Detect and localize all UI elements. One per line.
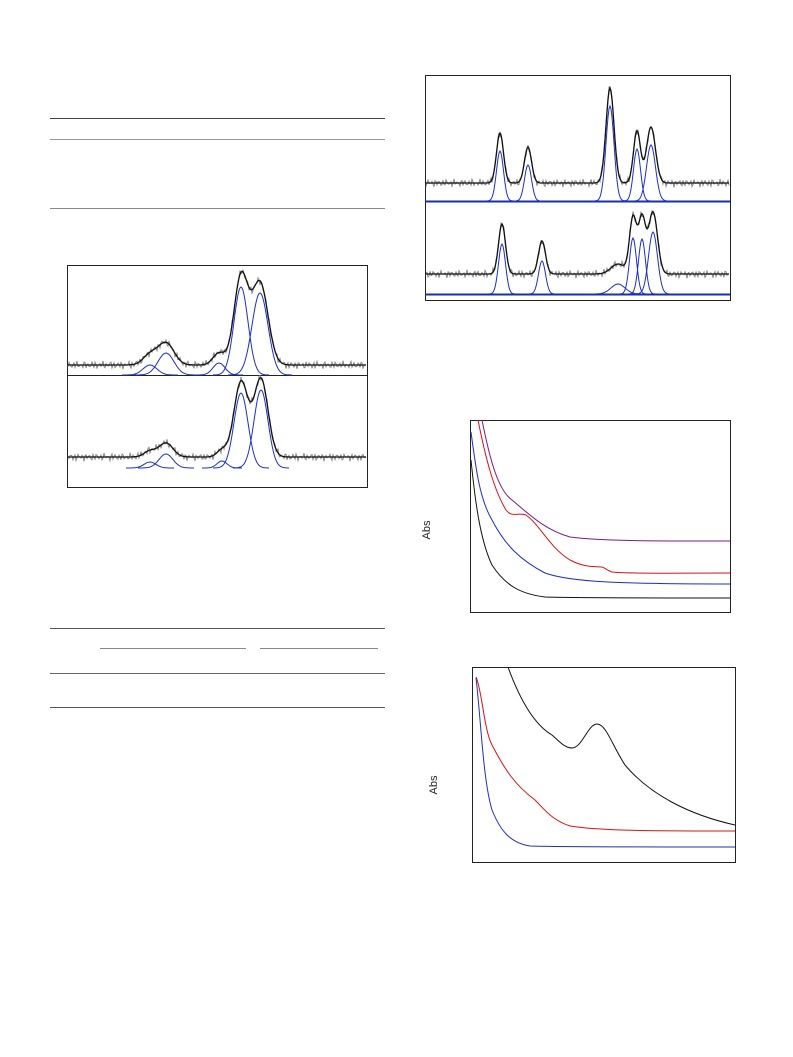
curve (470, 431, 731, 585)
table-rules (50, 118, 385, 209)
curve (122, 364, 178, 376)
curve (126, 461, 174, 469)
curve (528, 260, 556, 295)
curve (593, 104, 627, 202)
y-axis-label: Abs (421, 520, 433, 539)
curve (426, 210, 729, 275)
curve (138, 453, 194, 469)
curve (426, 86, 729, 184)
curve (202, 460, 242, 469)
spectrum-figure (67, 265, 368, 488)
curve (514, 164, 542, 202)
curve (134, 352, 198, 376)
curve (67, 269, 367, 370)
curve (507, 666, 736, 826)
curve (487, 242, 517, 295)
absorbance-figure: Abs (428, 666, 736, 863)
curve (481, 419, 731, 542)
curve (425, 209, 730, 280)
spectrum-figure (425, 75, 731, 301)
curve (618, 236, 648, 295)
curve (475, 676, 736, 832)
absorbance-figure: Abs (421, 419, 731, 613)
curve (68, 270, 366, 366)
curve (425, 86, 730, 189)
curve (67, 375, 367, 463)
curve (627, 237, 657, 295)
curve (622, 147, 652, 202)
curve (635, 231, 671, 295)
curve (68, 376, 366, 458)
curve (213, 392, 269, 469)
curve (212, 286, 270, 376)
curve (470, 459, 731, 599)
y-axis-label: Abs (428, 775, 440, 794)
curve (633, 144, 669, 202)
table-rules (50, 628, 385, 708)
curve (475, 677, 736, 848)
curve (477, 419, 731, 574)
curve (228, 292, 292, 376)
curve (590, 283, 646, 295)
curve (233, 389, 289, 469)
curve (485, 149, 515, 202)
